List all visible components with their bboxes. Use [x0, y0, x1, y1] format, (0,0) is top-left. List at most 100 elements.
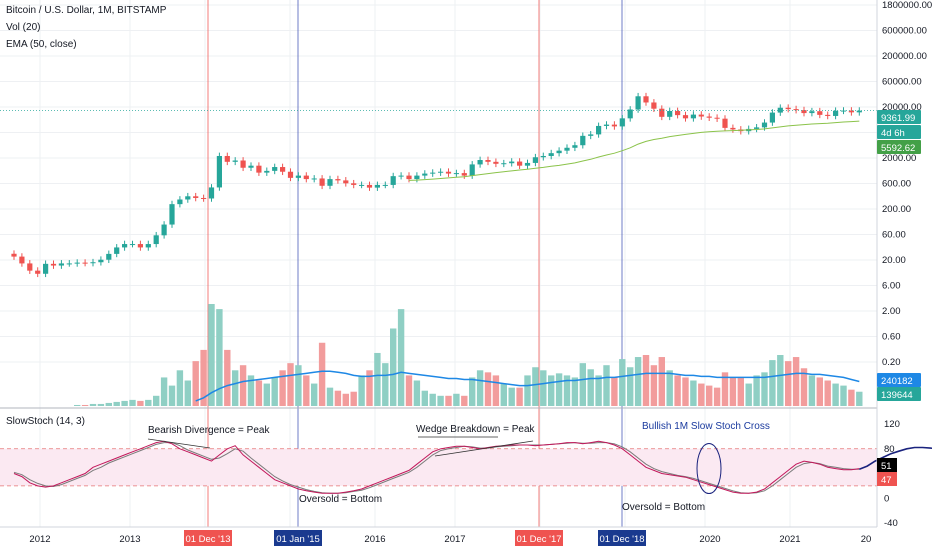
indicator-lines: [195, 120, 860, 402]
volume-bar: [390, 328, 397, 406]
volume-bar: [129, 399, 136, 406]
candle-body: [501, 163, 507, 165]
candle-body: [137, 244, 143, 248]
candle-body: [295, 175, 301, 178]
time-axis[interactable]: 2012 2013 2016 2017 2020 2021 20 01 Dec '13 01 J…: [29, 530, 871, 546]
price-axis-label: 600000.00: [882, 26, 927, 37]
price-tag: [877, 140, 921, 154]
volume-bar: [224, 349, 231, 406]
volume-bar: [334, 390, 342, 406]
candle-body: [82, 262, 88, 264]
volume-bar: [295, 365, 302, 406]
price-tag: [877, 373, 921, 387]
price-axis[interactable]: 1800000.00 600000.00 200000.00 60000.00 2000…: [877, 0, 932, 401]
time-marker: [515, 530, 563, 546]
candle-body: [335, 179, 341, 181]
candle-body: [698, 114, 704, 117]
candle-body: [193, 196, 199, 198]
candle-body: [185, 196, 191, 200]
volume-bar: [176, 370, 184, 406]
annotation-bullish-cross: Bullish 1M Slow Stoch Cross: [642, 421, 770, 432]
candle-body: [122, 244, 128, 248]
candle-body: [27, 263, 33, 271]
volume-bar: [445, 395, 452, 406]
candle-body: [714, 117, 720, 119]
candle-body: [248, 165, 254, 168]
candle-body: [548, 153, 554, 156]
stoch-axis-label: 120: [884, 419, 900, 430]
candle-body: [769, 112, 775, 123]
volume-bar: [397, 309, 405, 406]
stoch-band-fill: [0, 448, 877, 486]
volume-bar: [358, 375, 365, 406]
volume-bar: [642, 355, 650, 406]
candle-body: [422, 173, 428, 176]
candle-body: [66, 263, 72, 265]
volume-bar: [571, 377, 579, 406]
volume-bar: [492, 375, 500, 406]
candle-body: [509, 161, 515, 164]
volume-bar: [729, 377, 737, 406]
price-tag-label: 9361.99: [881, 113, 915, 124]
stoch-tag-label: 47: [881, 475, 892, 486]
volume-ma-line: [195, 370, 860, 402]
candle-body: [556, 150, 562, 154]
event-vertical-lines: [207, 0, 623, 527]
volume-bar: [342, 393, 349, 406]
candle-body: [675, 110, 681, 116]
candle-body: [445, 171, 452, 174]
volume-bar: [326, 387, 334, 406]
candle-body: [398, 175, 404, 177]
legend-stoch[interactable]: SlowStoch (14, 3): [6, 416, 85, 427]
candle-body: [35, 270, 41, 274]
volume-bar: [121, 400, 128, 406]
candle-body: [153, 235, 159, 245]
time-axis-label: 2017: [444, 534, 465, 545]
annotation-wedge-breakdown: Wedge Breakdown = Peak: [416, 424, 536, 435]
volume-bar: [476, 370, 484, 406]
time-marker: [274, 530, 322, 546]
candle-body: [477, 160, 483, 165]
volume-bar: [595, 375, 602, 406]
volume-bar: [761, 372, 768, 406]
volume-bar: [484, 372, 492, 406]
volume-bar: [350, 391, 357, 406]
price-tag: [877, 387, 921, 401]
volume-bar: [785, 361, 792, 406]
candle-body: [366, 184, 373, 188]
volume-bar: [160, 377, 168, 406]
volume-bar: [113, 401, 120, 406]
legend-ema[interactable]: EMA (50, close): [6, 39, 77, 50]
candle-body: [208, 187, 215, 199]
price-tag-label: 4d 6h: [881, 128, 905, 139]
candle-body: [359, 184, 365, 186]
time-axis-label: 2013: [119, 534, 140, 545]
volume-bar: [563, 375, 571, 406]
candle-body: [706, 116, 712, 118]
volume-bar: [97, 403, 105, 406]
candle-body: [809, 111, 815, 114]
time-axis-label: 2021: [779, 534, 800, 545]
stoch-axis-label: 80: [884, 444, 895, 455]
volume-bar: [168, 385, 176, 406]
candle-body: [58, 263, 64, 266]
price-axis-label: 6.00: [882, 281, 901, 292]
candle-body: [438, 171, 444, 173]
stoch-tag: [877, 458, 897, 472]
candle-body: [817, 111, 823, 115]
candle-body: [564, 147, 570, 151]
legend-volume[interactable]: Vol (20): [6, 22, 40, 33]
candle-body: [232, 160, 238, 162]
price-axis-label: 1800000.00: [882, 0, 932, 11]
volume-bar: [255, 380, 263, 406]
candle-body: [777, 107, 783, 113]
candle-body: [406, 175, 412, 180]
volume-bar: [650, 365, 658, 406]
candle-body: [382, 184, 388, 186]
legend-symbol[interactable]: Bitcoin / U.S. Dollar, 1M, BITSTAMP: [6, 5, 167, 16]
volume-bar: [777, 355, 784, 406]
volume-bar: [461, 395, 468, 406]
time-marker-label: 01 Dec '18: [599, 534, 644, 545]
